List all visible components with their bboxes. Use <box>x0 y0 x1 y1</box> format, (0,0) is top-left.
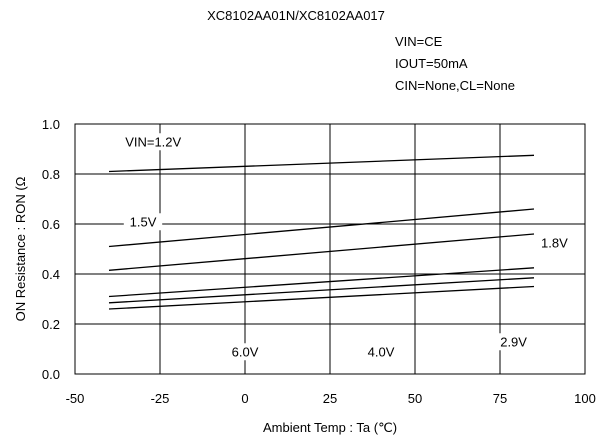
series-line <box>108 267 535 298</box>
x-axis-label: Ambient Temp : Ta (℃) <box>263 420 397 435</box>
annotation-background <box>118 133 188 151</box>
condition-line-1: VIN=CE <box>395 34 443 49</box>
x-tick-label: -50 <box>66 391 85 406</box>
series-layer <box>108 154 535 310</box>
x-tick-label: -25 <box>151 391 170 406</box>
x-tick-labels: -50 -25 0 25 50 75 100 <box>66 391 596 406</box>
series-line <box>108 154 535 173</box>
annotation-background <box>494 333 533 351</box>
series-line <box>108 208 535 248</box>
plot-frame <box>74 123 586 375</box>
series-annotation: 4.0V <box>368 344 395 359</box>
y-tick-labels: 0.0 0.2 0.4 0.6 0.8 1.0 <box>42 117 60 382</box>
y-tick-label: 0.6 <box>42 217 60 232</box>
condition-line-2: IOUT=50mA <box>395 56 468 71</box>
series-annotation: 2.9V <box>500 334 527 349</box>
series-line <box>108 233 535 271</box>
annotation-background <box>361 343 401 361</box>
y-tick-label: 0.2 <box>42 317 60 332</box>
x-tick-label: 75 <box>493 391 507 406</box>
y-tick-label: 1.0 <box>42 117 60 132</box>
chart-title: XC8102AA01N/XC8102AA017 <box>207 8 385 23</box>
x-tick-label: 0 <box>241 391 248 406</box>
annotation-background <box>225 343 265 361</box>
x-tick-label: 100 <box>574 391 596 406</box>
condition-line-3: CIN=None,CL=None <box>395 78 515 93</box>
series-line <box>108 277 535 304</box>
series-annotation: 1.5V <box>130 214 157 229</box>
series-annotation: 6.0V <box>232 344 259 359</box>
series-annotation: 1.8V <box>541 236 568 251</box>
y-tick-label: 0.4 <box>42 267 60 282</box>
y-axis-label: ON Resistance : RON (Ω <box>13 176 28 321</box>
y-tick-label: 0.8 <box>42 167 60 182</box>
x-tick-label: 50 <box>408 391 422 406</box>
y-tick-label: 0.0 <box>42 367 60 382</box>
series-line <box>108 285 535 310</box>
x-tick-label: 25 <box>323 391 337 406</box>
annotation-background <box>123 213 163 231</box>
series-annotation: VIN=1.2V <box>125 134 181 149</box>
annotation-background <box>535 234 574 252</box>
annotation-layer: VIN=1.2V 1.5V 1.8V 6.0V 4.0V 2.9V <box>118 133 574 361</box>
